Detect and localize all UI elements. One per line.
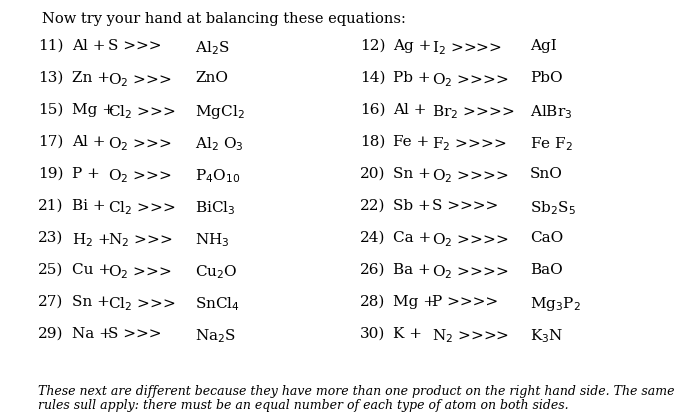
Text: Bi +: Bi + [72,199,106,213]
Text: Pb +: Pb + [393,71,430,85]
Text: PbO: PbO [530,71,563,85]
Text: O$_2$ >>>: O$_2$ >>> [108,263,172,281]
Text: 29): 29) [38,327,64,341]
Text: These next are different because they have more than one product on the right ha: These next are different because they ha… [38,385,675,398]
Text: P +: P + [72,167,100,181]
Text: 28): 28) [360,295,386,309]
Text: 23): 23) [38,231,64,245]
Text: Na$_2$S: Na$_2$S [195,327,236,345]
Text: Cl$_2$ >>>: Cl$_2$ >>> [108,103,176,121]
Text: 20): 20) [360,167,386,181]
Text: AlBr$_3$: AlBr$_3$ [530,103,573,121]
Text: Cu +: Cu + [72,263,111,277]
Text: 22): 22) [360,199,386,213]
Text: 11): 11) [38,39,64,53]
Text: Al +: Al + [393,103,426,117]
Text: BiCl$_3$: BiCl$_3$ [195,199,236,217]
Text: 15): 15) [38,103,64,117]
Text: Al +: Al + [72,135,106,149]
Text: O$_2$ >>>>: O$_2$ >>>> [432,263,508,281]
Text: 30): 30) [360,327,386,341]
Text: 14): 14) [360,71,386,85]
Text: 16): 16) [360,103,386,117]
Text: Fe +: Fe + [393,135,429,149]
Text: 21): 21) [38,199,64,213]
Text: 17): 17) [38,135,64,149]
Text: O$_2$ >>>: O$_2$ >>> [108,135,172,153]
Text: ZnO: ZnO [195,71,228,85]
Text: Cl$_2$ >>>: Cl$_2$ >>> [108,295,176,313]
Text: NH$_3$: NH$_3$ [195,231,230,249]
Text: N$_2$ >>>: N$_2$ >>> [108,231,172,249]
Text: Fe F$_2$: Fe F$_2$ [530,135,573,153]
Text: S >>>: S >>> [108,327,162,341]
Text: N$_2$ >>>>: N$_2$ >>>> [432,327,509,345]
Text: 13): 13) [38,71,64,85]
Text: K$_3$N: K$_3$N [530,327,564,345]
Text: O$_2$ >>>>: O$_2$ >>>> [432,71,508,89]
Text: AgI: AgI [530,39,556,53]
Text: Al$_2$S: Al$_2$S [195,39,230,57]
Text: O$_2$ >>>: O$_2$ >>> [108,167,172,185]
Text: O$_2$ >>>: O$_2$ >>> [108,71,172,89]
Text: Ca +: Ca + [393,231,431,245]
Text: Na +: Na + [72,327,112,341]
Text: O$_2$ >>>>: O$_2$ >>>> [432,231,508,249]
Text: SnCl$_4$: SnCl$_4$ [195,295,240,313]
Text: O$_2$ >>>>: O$_2$ >>>> [432,167,508,185]
Text: I$_2$ >>>>: I$_2$ >>>> [432,39,502,57]
Text: 19): 19) [38,167,64,181]
Text: Zn +: Zn + [72,71,110,85]
Text: P$_4$O$_{10}$: P$_4$O$_{10}$ [195,167,240,185]
Text: 12): 12) [360,39,386,53]
Text: SnO: SnO [530,167,563,181]
Text: 18): 18) [360,135,386,149]
Text: 26): 26) [360,263,386,277]
Text: Now try your hand at balancing these equations:: Now try your hand at balancing these equ… [42,12,406,26]
Text: 24): 24) [360,231,386,245]
Text: CaO: CaO [530,231,564,245]
Text: rules sull apply: there must be an equal number of each type of atom on both sid: rules sull apply: there must be an equal… [38,399,568,412]
Text: Ag +: Ag + [393,39,431,53]
Text: Cl$_2$ >>>: Cl$_2$ >>> [108,199,176,217]
Text: Sn +: Sn + [72,295,110,309]
Text: K +: K + [393,327,422,341]
Text: 27): 27) [38,295,64,309]
Text: Sn +: Sn + [393,167,431,181]
Text: S >>>>: S >>>> [432,199,498,213]
Text: S >>>: S >>> [108,39,162,53]
Text: Al +: Al + [72,39,106,53]
Text: P >>>>: P >>>> [432,295,498,309]
Text: Mg$_3$P$_2$: Mg$_3$P$_2$ [530,295,581,313]
Text: Ba +: Ba + [393,263,430,277]
Text: F$_2$ >>>>: F$_2$ >>>> [432,135,506,153]
Text: Sb$_2$S$_5$: Sb$_2$S$_5$ [530,199,576,217]
Text: Cu$_2$O: Cu$_2$O [195,263,237,281]
Text: Sb +: Sb + [393,199,430,213]
Text: Mg +: Mg + [72,103,115,117]
Text: H$_2$ +: H$_2$ + [72,231,111,249]
Text: MgCl$_2$: MgCl$_2$ [195,103,245,121]
Text: Al$_2$ O$_3$: Al$_2$ O$_3$ [195,135,244,153]
Text: Mg +: Mg + [393,295,436,309]
Text: Br$_2$ >>>>: Br$_2$ >>>> [432,103,514,121]
Text: 25): 25) [38,263,64,277]
Text: BaO: BaO [530,263,563,277]
